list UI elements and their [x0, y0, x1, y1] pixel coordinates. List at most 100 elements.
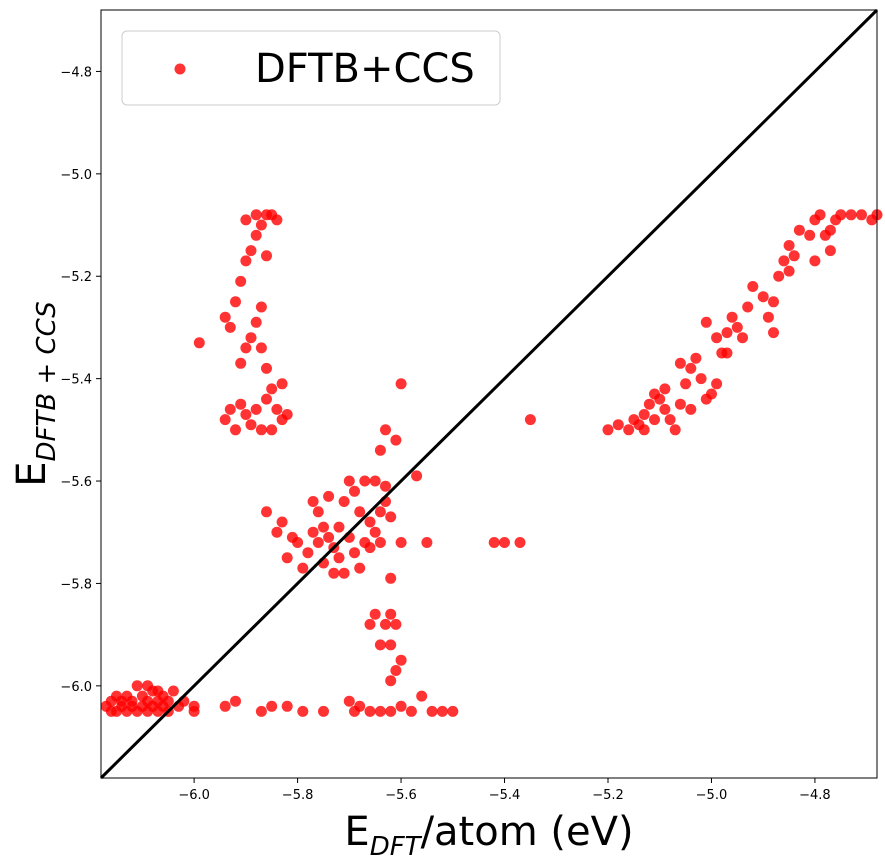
data-point [385, 608, 397, 620]
data-point [380, 480, 391, 492]
data-point [235, 357, 247, 369]
data-point [380, 618, 391, 630]
x-tick-label: −5.4 [489, 788, 521, 803]
data-point [266, 383, 278, 395]
data-point [328, 567, 340, 579]
data-point [271, 526, 283, 538]
data-point [395, 537, 407, 548]
data-point [312, 506, 324, 518]
data-point [674, 398, 686, 410]
data-point [359, 475, 371, 487]
data-point [245, 245, 257, 257]
data-point [695, 373, 707, 385]
data-point [421, 537, 433, 548]
x-tick-label: −5.2 [592, 788, 624, 803]
data-point [824, 245, 836, 257]
data-point [638, 409, 650, 420]
data-point [250, 209, 262, 221]
data-point [162, 695, 174, 707]
data-point [281, 700, 293, 712]
data-point [349, 485, 360, 497]
data-point [250, 316, 262, 328]
data-point [488, 537, 500, 548]
data-point [255, 342, 267, 354]
data-point [721, 327, 733, 339]
data-point [783, 240, 795, 251]
data-point [721, 347, 733, 359]
data-point [783, 265, 795, 277]
data-point [612, 419, 624, 431]
data-point [250, 403, 262, 415]
data-point [261, 393, 272, 405]
x-axis-ticks: −6.0 −5.8 −5.6 −5.4 −5.2 −5.0 −4.8 [178, 778, 831, 803]
data-point [250, 229, 262, 241]
data-point [193, 337, 205, 349]
data-point [235, 398, 247, 410]
legend: DFTB+CCS [121, 30, 501, 106]
reference-diagonal-line [99, 8, 879, 780]
data-point [374, 705, 386, 717]
data-point [338, 567, 350, 579]
y-tick-label: −5.8 [60, 577, 92, 592]
data-point [788, 250, 800, 262]
data-point [685, 403, 697, 415]
legend-label: DFTB+CCS [255, 46, 475, 92]
data-point [364, 705, 376, 717]
data-point [426, 705, 438, 717]
data-point [245, 419, 257, 431]
data-point [240, 342, 252, 354]
data-point [664, 414, 676, 426]
data-point [369, 608, 381, 620]
data-point [354, 506, 366, 518]
data-point [690, 352, 702, 364]
data-point [649, 414, 660, 426]
data-point [131, 680, 143, 692]
data-point [343, 695, 355, 707]
data-point [286, 531, 298, 543]
data-point [271, 403, 283, 415]
data-point [447, 705, 459, 717]
data-point [514, 537, 526, 548]
data-point [255, 424, 267, 436]
data-point [669, 424, 681, 436]
data-point [762, 311, 774, 323]
x-tick-label: −5.8 [282, 788, 314, 803]
data-point [711, 378, 723, 390]
data-point [385, 639, 397, 651]
data-point [261, 362, 272, 374]
data-point [369, 526, 381, 538]
data-point [219, 414, 231, 426]
data-point [737, 332, 748, 344]
data-point [240, 255, 252, 267]
data-point [706, 388, 717, 400]
data-point [814, 209, 826, 221]
y-tick-label: −4.8 [60, 65, 92, 80]
data-point [297, 562, 309, 574]
data-point [338, 496, 350, 507]
data-point [354, 562, 366, 574]
data-point [711, 332, 723, 344]
data-point [266, 424, 278, 436]
data-point [659, 403, 671, 415]
data-point [643, 398, 655, 410]
data-point [266, 700, 278, 712]
data-point [768, 327, 779, 339]
data-point [411, 470, 423, 482]
data-point [333, 521, 345, 533]
data-point [793, 224, 805, 236]
data-point [261, 250, 272, 262]
x-tick-label: −5.6 [385, 788, 417, 803]
data-point [659, 383, 671, 395]
data-point [369, 475, 381, 487]
y-axis-ticks: −6.0 −5.8 −5.6 −5.4 −5.2 −5.0 −4.8 [60, 65, 101, 695]
data-point [235, 275, 247, 287]
data-point [747, 281, 759, 292]
data-point [318, 521, 329, 533]
data-point [188, 700, 200, 712]
data-point [142, 680, 154, 692]
data-point [700, 316, 712, 328]
data-point [374, 537, 386, 548]
data-point [380, 424, 391, 436]
data-point [364, 542, 376, 554]
